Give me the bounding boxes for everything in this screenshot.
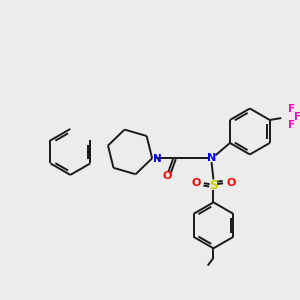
- Text: F: F: [288, 120, 295, 130]
- Text: F: F: [288, 104, 295, 114]
- Text: O: O: [226, 178, 236, 188]
- Text: F: F: [294, 112, 300, 122]
- Text: S: S: [209, 178, 218, 192]
- Text: N: N: [153, 154, 162, 164]
- Text: O: O: [191, 178, 201, 188]
- Text: O: O: [163, 172, 172, 182]
- Text: N: N: [207, 153, 216, 163]
